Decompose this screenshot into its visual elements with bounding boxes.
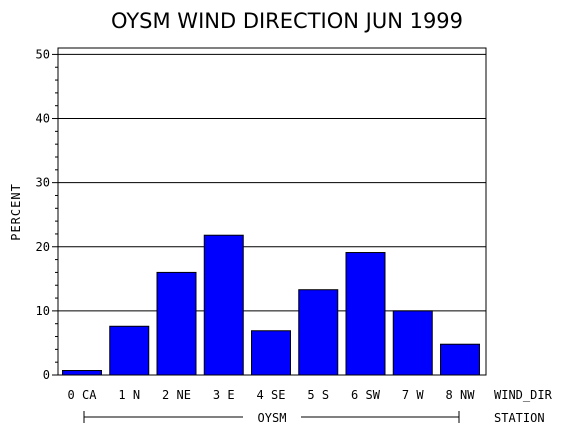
y-minor-ticks <box>52 53 58 376</box>
x-tick-label: 2 NE <box>162 388 191 402</box>
group-name: OYSM <box>258 411 287 425</box>
y-tick-label: 10 <box>36 304 50 318</box>
y-tick-label: 30 <box>36 176 50 190</box>
bar-4-se <box>251 330 291 376</box>
bar-6-sw <box>345 252 386 376</box>
y-tick-label: 20 <box>36 240 50 254</box>
x-tick-label: 3 E <box>213 388 235 402</box>
x-axis-title: WIND_DIR <box>494 388 553 402</box>
bar-7-w <box>392 310 433 376</box>
x-tick-label: 6 SW <box>351 388 381 402</box>
y-axis-title: PERCENT <box>9 183 23 241</box>
x-tick-label: 7 W <box>402 388 424 402</box>
bar-3-e <box>203 234 244 376</box>
bar-8-nw <box>440 343 480 376</box>
bars <box>62 234 480 376</box>
group-axis-title: STATION <box>494 411 545 425</box>
x-tick-label: 0 CA <box>68 388 98 402</box>
x-tick-label: 8 NW <box>446 388 476 402</box>
bar-0-ca <box>62 370 102 376</box>
x-tick-label: 5 S <box>307 388 329 402</box>
y-tick-label: 50 <box>36 47 50 61</box>
x-tick-label: 1 N <box>118 388 140 402</box>
x-tick-label: 4 SE <box>257 388 286 402</box>
x-tick-labels: 0 CA 1 N 2 NE 3 E 4 SE 5 S 6 SW 7 W 8 NW <box>68 388 476 402</box>
bar-1-n <box>109 325 150 376</box>
y-tick-label: 40 <box>36 112 50 126</box>
bar-5-s <box>298 289 339 376</box>
chart-title: OYSM WIND DIRECTION JUN 1999 <box>111 9 463 33</box>
group-label-bg <box>243 409 301 425</box>
gridlines <box>58 53 486 312</box>
plot-frame <box>57 47 487 376</box>
y-tick-label: 0 <box>43 368 50 382</box>
y-tick-labels: 0 10 20 30 40 50 <box>36 47 50 382</box>
bar-2-ne <box>156 271 197 376</box>
